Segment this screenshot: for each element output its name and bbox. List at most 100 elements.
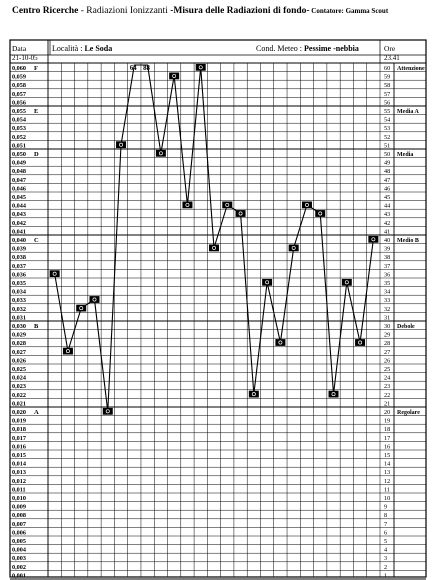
left-scale-label: 0,010 xyxy=(12,495,26,502)
left-scale-label: 0,013 xyxy=(12,469,26,476)
left-scale-label: 0,016 xyxy=(12,443,26,450)
right-scale-label: 37 xyxy=(384,263,390,270)
header-cells: Data 21-10-05 Località : Le Soda Cond. M… xyxy=(12,44,400,62)
data-marker xyxy=(368,235,379,243)
zone-letter: F xyxy=(34,65,38,72)
offscale-label: 88 xyxy=(143,65,150,72)
left-scale-label: 0,034 xyxy=(12,289,26,296)
data-marker xyxy=(182,201,193,209)
data-marker-dot xyxy=(371,237,376,242)
data-marker xyxy=(49,270,60,278)
data-marker-dot xyxy=(344,280,349,285)
right-scale-label: 46 xyxy=(384,185,390,192)
page-title: Centro Ricerche - Radiazioni Ionizzanti … xyxy=(12,6,388,16)
data-series: 64 88 xyxy=(49,63,379,415)
right-scale-label: 57 xyxy=(384,91,390,98)
left-scale-label: 0,040 xyxy=(12,237,26,244)
zone-name: Debole xyxy=(397,324,415,330)
title-measure: -Misura delle Radiazioni di fondo- xyxy=(170,6,310,16)
data-marker-dot xyxy=(198,65,203,70)
data-marker-dot xyxy=(238,211,243,216)
left-scale-label: 0,054 xyxy=(12,117,26,124)
data-marker xyxy=(248,390,259,398)
data-marker xyxy=(102,407,113,415)
left-scale-label: 0,004 xyxy=(12,547,26,554)
right-scale-label: 56 xyxy=(384,99,390,106)
right-scale-label: 11 xyxy=(384,486,390,493)
left-scale-label: 0,055 xyxy=(12,108,26,115)
data-marker-dot xyxy=(225,202,230,207)
left-scale-label: 0,009 xyxy=(12,504,26,511)
right-scale-label: 1 xyxy=(384,572,387,579)
chart-grid xyxy=(10,40,426,580)
data-marker-dot xyxy=(52,271,57,276)
left-scale-label: 0,002 xyxy=(12,564,26,571)
data-marker xyxy=(275,339,286,346)
series-line xyxy=(54,64,374,412)
data-marker-dot xyxy=(358,340,363,345)
data-marker-dot xyxy=(172,73,177,78)
zone-letter: D xyxy=(34,151,39,158)
right-scale-label: 3 xyxy=(384,555,387,562)
left-scale-label: 0,012 xyxy=(12,478,26,485)
right-scale-label: 45 xyxy=(384,194,390,201)
right-scale-label: 43 xyxy=(384,211,390,218)
time-value: 23.41 xyxy=(384,54,400,62)
right-scale-label: 39 xyxy=(384,246,390,253)
zone-name: Regolare xyxy=(397,410,420,416)
zone-name: Attenzione xyxy=(397,66,425,72)
weather-value: Pessime -nebbia xyxy=(304,44,359,53)
left-scale-label: 0,019 xyxy=(12,418,26,425)
left-scale-label: 0,042 xyxy=(12,220,26,227)
data-marker xyxy=(288,244,299,252)
right-scale-label: 58 xyxy=(384,82,390,89)
date-label: Data xyxy=(12,44,27,53)
right-scale-label: 27 xyxy=(384,349,390,356)
data-marker xyxy=(262,278,273,286)
data-marker-dot xyxy=(318,211,323,216)
left-scale-label: 0,003 xyxy=(12,555,26,562)
left-scale-label: 0,028 xyxy=(12,340,26,347)
left-scale-label: 0,044 xyxy=(12,203,26,210)
zone-letter: B xyxy=(34,323,39,330)
data-marker xyxy=(116,141,127,149)
left-scale-label: 0,023 xyxy=(12,383,26,390)
left-scale-label: 0,059 xyxy=(12,74,26,81)
left-scale-label: 0,053 xyxy=(12,125,26,132)
right-scale-label: 4 xyxy=(384,547,387,554)
right-scale-label: 42 xyxy=(384,220,390,227)
location-label-text: Località : xyxy=(52,44,84,53)
chart-frame xyxy=(9,39,427,578)
time-label: Ore xyxy=(384,44,396,53)
location-value: Le Soda xyxy=(84,44,112,53)
data-marker-dot xyxy=(265,280,270,285)
data-marker xyxy=(301,201,312,209)
right-scale-label: 55 xyxy=(384,108,390,115)
left-scale-label: 0,015 xyxy=(12,452,26,459)
zone-name: Medio B xyxy=(397,238,419,244)
location-label: Località : Le Soda xyxy=(52,44,112,53)
data-marker-dot xyxy=(331,392,336,397)
right-scale-label: 59 xyxy=(384,74,390,81)
offscale-label: 64 xyxy=(130,65,137,72)
right-scale-label: 28 xyxy=(384,340,390,347)
data-marker-dot xyxy=(92,297,97,302)
left-scale-label: 0,038 xyxy=(12,254,26,261)
left-scale-label: 0,035 xyxy=(12,280,26,287)
left-scale-label: 0,006 xyxy=(12,529,26,536)
left-scale-label: 0,039 xyxy=(12,246,26,253)
left-scale-label: 0,007 xyxy=(12,521,26,528)
right-scale-label: 17 xyxy=(384,435,390,442)
counter-label: Contatore: Gamma Scout xyxy=(309,7,389,15)
right-scale-label: 12 xyxy=(384,478,390,485)
title-bold: Centro Ricerche xyxy=(12,6,79,16)
left-scale-label: 0,052 xyxy=(12,134,26,141)
right-scale-label: 49 xyxy=(384,160,390,167)
right-scale-label: 36 xyxy=(384,271,390,278)
right-scale-label: 53 xyxy=(384,125,390,132)
left-scale-label: 0,021 xyxy=(12,400,26,407)
right-scale-label: 14 xyxy=(384,461,390,468)
right-scale-label: 25 xyxy=(384,366,390,373)
left-scale-label: 0,025 xyxy=(12,366,26,373)
